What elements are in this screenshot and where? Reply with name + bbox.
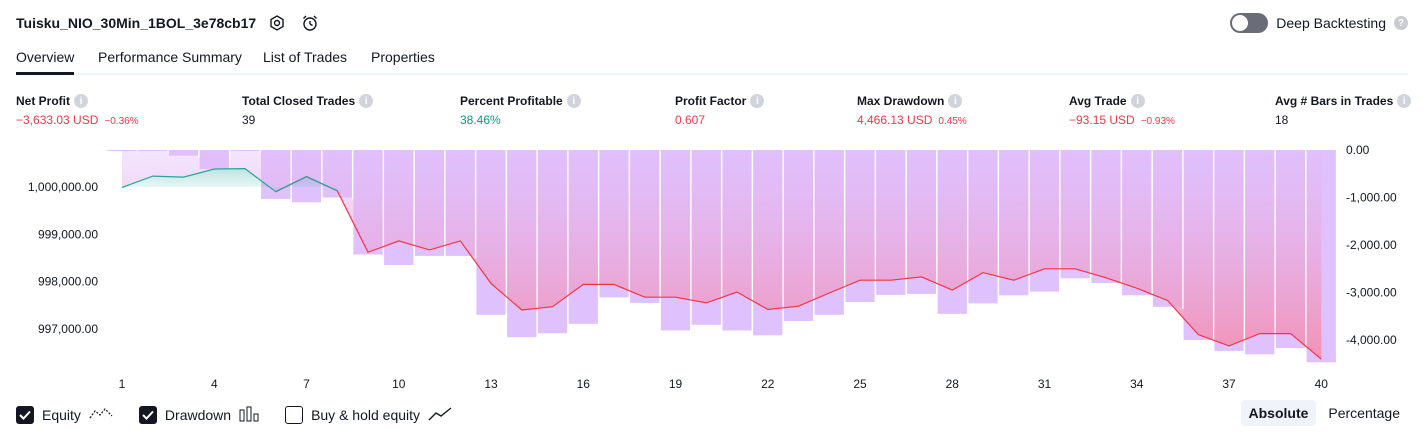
metric-value: 39 xyxy=(242,113,256,127)
x-axis-tick: 16 xyxy=(577,377,591,391)
info-icon[interactable]: i xyxy=(566,94,581,108)
info-icon[interactable]: i xyxy=(948,94,963,108)
metric-percent: −0.93% xyxy=(1140,116,1175,127)
equity-line-icon xyxy=(89,406,113,425)
chart-legend: Equity Drawdown Buy & hold equity xyxy=(16,403,478,427)
legend-label: Buy & hold equity xyxy=(311,407,421,423)
tab-properties[interactable]: Properties xyxy=(371,49,435,65)
percentage-button[interactable]: Percentage xyxy=(1328,405,1400,421)
metric-label: Avg # Bars in Trades xyxy=(1275,94,1394,108)
deep-backtesting: Deep Backtesting ? xyxy=(1230,13,1408,33)
right-axis-tick: -4,000.00 xyxy=(1346,333,1397,347)
legend-buy-hold[interactable]: Buy & hold equity xyxy=(285,406,452,425)
left-axis-tick: 997,000.00 xyxy=(38,322,98,336)
info-icon[interactable]: i xyxy=(359,94,374,108)
left-axis-tick: 1,000,000.00 xyxy=(28,180,98,194)
info-icon[interactable]: i xyxy=(750,94,765,108)
metric-value: −3,633.03 USD xyxy=(16,113,99,127)
legend-label: Drawdown xyxy=(164,407,232,423)
report-tabs: Overview Performance Summary List of Tra… xyxy=(16,46,1408,75)
metric-value: 38.46% xyxy=(460,113,501,127)
right-axis-tick: -3,000.00 xyxy=(1346,286,1397,300)
equity-positive-fill xyxy=(122,168,338,192)
metric-label: Percent Profitable xyxy=(460,94,563,108)
x-axis-tick: 7 xyxy=(303,377,310,391)
x-axis-tick: 22 xyxy=(761,377,775,391)
x-axis-tick: 13 xyxy=(484,377,498,391)
tab-overview[interactable]: Overview xyxy=(16,49,75,75)
metric-profit-factor: Profit Factor i 0.607 xyxy=(675,94,765,127)
x-axis-tick: 4 xyxy=(211,377,218,391)
metric-percent: −0.36% xyxy=(104,116,139,127)
toggle-knob xyxy=(1232,15,1249,31)
tab-list-of-trades[interactable]: List of Trades xyxy=(263,49,348,65)
info-icon[interactable]: i xyxy=(1397,94,1412,108)
metric-max-drawdown: Max Drawdown i 4,466.13 USD 0.45% xyxy=(857,94,967,127)
x-axis-tick: 25 xyxy=(853,377,867,391)
right-axis-tick: -1,000.00 xyxy=(1346,191,1397,205)
checkbox-checked-icon[interactable] xyxy=(138,406,157,424)
metric-avg-bars-in-trades: Avg # Bars in Trades i 18 xyxy=(1275,94,1412,127)
info-icon[interactable]: i xyxy=(74,94,88,108)
right-axis-tick: -2,000.00 xyxy=(1346,238,1397,252)
right-axis: 0.00 -1,000.00 -2,000.00 -3,000.00 -4,000.00 xyxy=(1346,143,1397,347)
checkbox-unchecked-icon[interactable] xyxy=(285,406,304,424)
drawdown-bars-icon xyxy=(239,406,259,425)
x-axis-tick: 34 xyxy=(1130,377,1144,391)
legend-label: Equity xyxy=(42,407,81,423)
view-mode-switch: Absolute Percentage xyxy=(1240,400,1409,426)
equity-line-positive xyxy=(121,167,338,193)
metric-value: 4,466.13 USD xyxy=(857,113,933,127)
metric-label: Profit Factor xyxy=(675,94,747,108)
deep-backtesting-label: Deep Backtesting xyxy=(1276,15,1386,31)
metric-value: 0.607 xyxy=(675,113,706,127)
metric-label: Max Drawdown xyxy=(857,94,945,108)
legend-equity[interactable]: Equity xyxy=(16,406,113,425)
x-axis-tick: 40 xyxy=(1315,377,1329,391)
left-axis-tick: 998,000.00 xyxy=(38,275,98,289)
tab-performance-summary[interactable]: Performance Summary xyxy=(98,49,242,65)
strategy-header: Tuisku_NIO_30Min_1BOL_3e78cb17 Deep Back… xyxy=(0,0,1424,46)
right-axis-tick: 0.00 xyxy=(1346,143,1370,157)
x-axis-tick: 1 xyxy=(119,377,126,391)
bar-separators xyxy=(136,150,1338,365)
left-axis-tick: 999,000.00 xyxy=(38,227,98,241)
metric-total-closed-trades: Total Closed Trades i 39 xyxy=(242,94,374,127)
metric-avg-trade: Avg Trade i −93.15 USD −0.93% xyxy=(1069,94,1175,127)
equity-drawdown-chart[interactable]: 1,000,000.00 999,000.00 998,000.00 997,000.… xyxy=(0,140,1424,400)
metric-label: Net Profit xyxy=(16,94,70,108)
metric-label: Total Closed Trades xyxy=(242,94,356,108)
metric-label: Avg Trade xyxy=(1069,94,1127,108)
deep-backtesting-toggle[interactable] xyxy=(1230,13,1269,33)
x-axis: 1 4 7 10 13 16 19 22 25 28 31 34 37 40 xyxy=(119,377,1329,391)
alarm-add-icon[interactable] xyxy=(300,13,320,33)
equity-line xyxy=(275,175,1322,360)
buy-hold-line-icon xyxy=(428,406,452,425)
checkbox-checked-icon[interactable] xyxy=(16,406,34,424)
x-axis-tick: 28 xyxy=(946,377,960,391)
help-icon[interactable]: ? xyxy=(1394,16,1408,30)
settings-icon[interactable] xyxy=(267,13,287,33)
metric-percent: 0.45% xyxy=(938,116,967,127)
strategy-title: Tuisku_NIO_30Min_1BOL_3e78cb17 xyxy=(16,15,257,31)
metric-value: 18 xyxy=(1275,113,1289,127)
metric-value: −93.15 USD xyxy=(1069,113,1135,127)
x-axis-tick: 10 xyxy=(392,377,406,391)
legend-drawdown[interactable]: Drawdown xyxy=(138,406,259,425)
metric-net-profit: Net Profit i −3,633.03 USD −0.36% xyxy=(16,94,139,127)
info-icon[interactable]: i xyxy=(1130,94,1145,108)
x-axis-tick: 31 xyxy=(1038,377,1052,391)
left-axis: 1,000,000.00 999,000.00 998,000.00 997,000.… xyxy=(28,180,98,336)
absolute-button[interactable]: Absolute xyxy=(1240,400,1317,426)
metric-percent-profitable: Percent Profitable i 38.46% xyxy=(460,94,581,127)
x-axis-tick: 19 xyxy=(669,377,683,391)
x-axis-tick: 37 xyxy=(1222,377,1236,391)
